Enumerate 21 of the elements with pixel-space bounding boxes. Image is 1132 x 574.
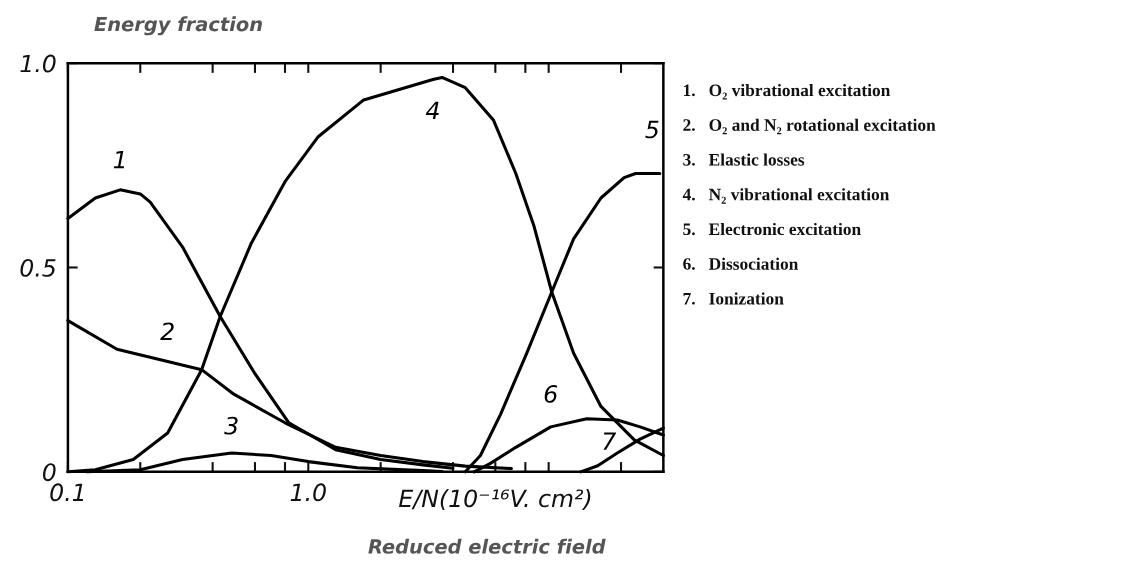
y-axis-title: Energy fraction — [94, 16, 262, 36]
series-label: 1 — [113, 151, 125, 169]
y-tick-label: 0 — [42, 463, 56, 482]
text: 1. O₂ vibrational excitation — [683, 83, 891, 100]
y-tick-label: 1.0 — [20, 54, 56, 73]
series-label: 2 — [160, 322, 174, 340]
series-label: 7 — [603, 432, 617, 450]
text: 7. Ionization — [683, 292, 784, 305]
series-label: 3 — [224, 416, 238, 435]
text: Reduced electric field — [368, 538, 606, 554]
text: 4. N₂ vibrational excitation — [682, 188, 890, 204]
x-tick-label: 0.1 — [50, 483, 84, 502]
text: 3. Elastic losses — [683, 153, 805, 166]
text: 2. O₂ and N₂ rotational excitation — [683, 118, 936, 135]
series-label: 4 — [425, 101, 439, 120]
text: 6. Dissociation — [683, 257, 799, 270]
text: 5. Electronic excitation — [683, 222, 861, 236]
x-axis-title: E/N(10⁻¹⁶V. cm²) — [399, 489, 591, 511]
y-tick-label: 0.5 — [20, 258, 56, 277]
series-label: 6 — [544, 384, 558, 403]
series-label: 5 — [645, 120, 659, 139]
